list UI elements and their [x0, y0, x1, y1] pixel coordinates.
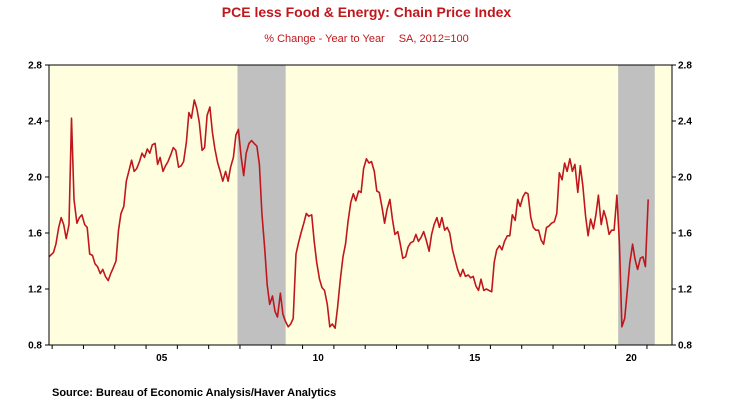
y-tick-label-left: 1.2: [28, 285, 42, 296]
chart-title: PCE less Food & Energy: Chain Price Inde…: [221, 4, 512, 20]
chart-subtitle: % Change - Year to Year SA, 2012=100: [0, 33, 733, 45]
y-tick-label-right: 2.4: [678, 117, 692, 128]
axis-layer: 0.8 0.8 1.2 1.2 1.6 1.6 2.0 2.0 2.4 2.4 2.8 2.8 05 10…: [28, 61, 692, 365]
x-tick-label: 15: [469, 353, 481, 364]
y-tick-label-left: 2.4: [28, 117, 42, 128]
subtitle-basis: SA, 2012=100: [398, 33, 469, 45]
y-tick-label-right: 2.0: [678, 173, 692, 184]
y-tick-label-right: 0.8: [678, 341, 692, 352]
y-tick-label-right: 2.8: [678, 61, 692, 72]
series-line-1: [48, 99, 649, 329]
y-tick-label-left: 2.8: [28, 61, 42, 72]
y-tick-label-left: 2.0: [28, 173, 42, 184]
y-tick-label-left: 0.8: [28, 341, 42, 352]
plot-area: [49, 65, 672, 345]
x-tick-label: 05: [156, 353, 168, 364]
recession-band-2: [618, 65, 655, 345]
x-tick-label: 10: [313, 353, 325, 364]
y-tick-label-right: 1.6: [678, 229, 692, 240]
series-layer: [48, 99, 649, 329]
x-tick-label: 20: [626, 353, 638, 364]
y-tick-label-left: 1.6: [28, 229, 42, 240]
chart-source: Source: Bureau of Economic Analysis/Have…: [52, 387, 337, 399]
subtitle-units: % Change - Year to Year: [264, 33, 385, 45]
plot-frame: [48, 64, 673, 346]
y-tick-label-right: 1.2: [678, 285, 692, 296]
